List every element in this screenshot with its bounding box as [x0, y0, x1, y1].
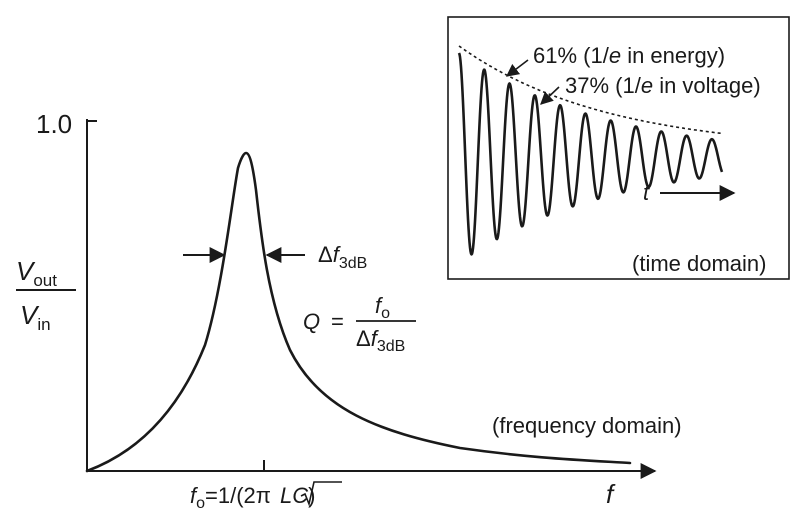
svg-text:Vin: Vin	[20, 300, 51, 334]
center-frequency-label: fo=1/(2π LC)	[190, 481, 342, 512]
svg-text:Q: Q	[303, 309, 320, 334]
frequency-domain-caption: (frequency domain)	[492, 413, 682, 438]
time-domain-caption: (time domain)	[632, 251, 766, 276]
svg-text:fo: fo	[375, 293, 390, 322]
y-axis-top-label: 1.0	[36, 109, 72, 139]
resonance-curve	[85, 151, 632, 473]
svg-text:=: =	[331, 309, 344, 334]
time-axis: t	[643, 180, 736, 205]
annotation-energy: 61% (1/e in energy)	[505, 43, 725, 77]
svg-text:t: t	[643, 180, 650, 205]
time-domain-inset: 61% (1/e in energy) 37% (1/e in voltage)…	[447, 16, 790, 280]
svg-text:Vout: Vout	[16, 256, 57, 290]
bandwidth-label: Δf3dB	[318, 242, 367, 272]
svg-text:37% (1/e in voltage): 37% (1/e in voltage)	[565, 73, 761, 98]
x-axis-label: f	[606, 479, 616, 509]
y-axis-label: Vout Vin	[16, 256, 76, 334]
svg-text:Δf3dB: Δf3dB	[356, 326, 405, 355]
frequency-plot: 1.0 Vout Vin Δf3dB Q = fo Δf3dB (frequen…	[16, 109, 682, 512]
q-formula: Q = fo Δf3dB	[303, 293, 416, 355]
svg-text:61% (1/e in energy): 61% (1/e in energy)	[533, 43, 725, 68]
sqrt-radical	[300, 481, 342, 507]
decay-envelope	[458, 45, 723, 135]
ringdown-waveform	[457, 52, 724, 256]
annotation-voltage: 37% (1/e in voltage)	[540, 73, 761, 105]
